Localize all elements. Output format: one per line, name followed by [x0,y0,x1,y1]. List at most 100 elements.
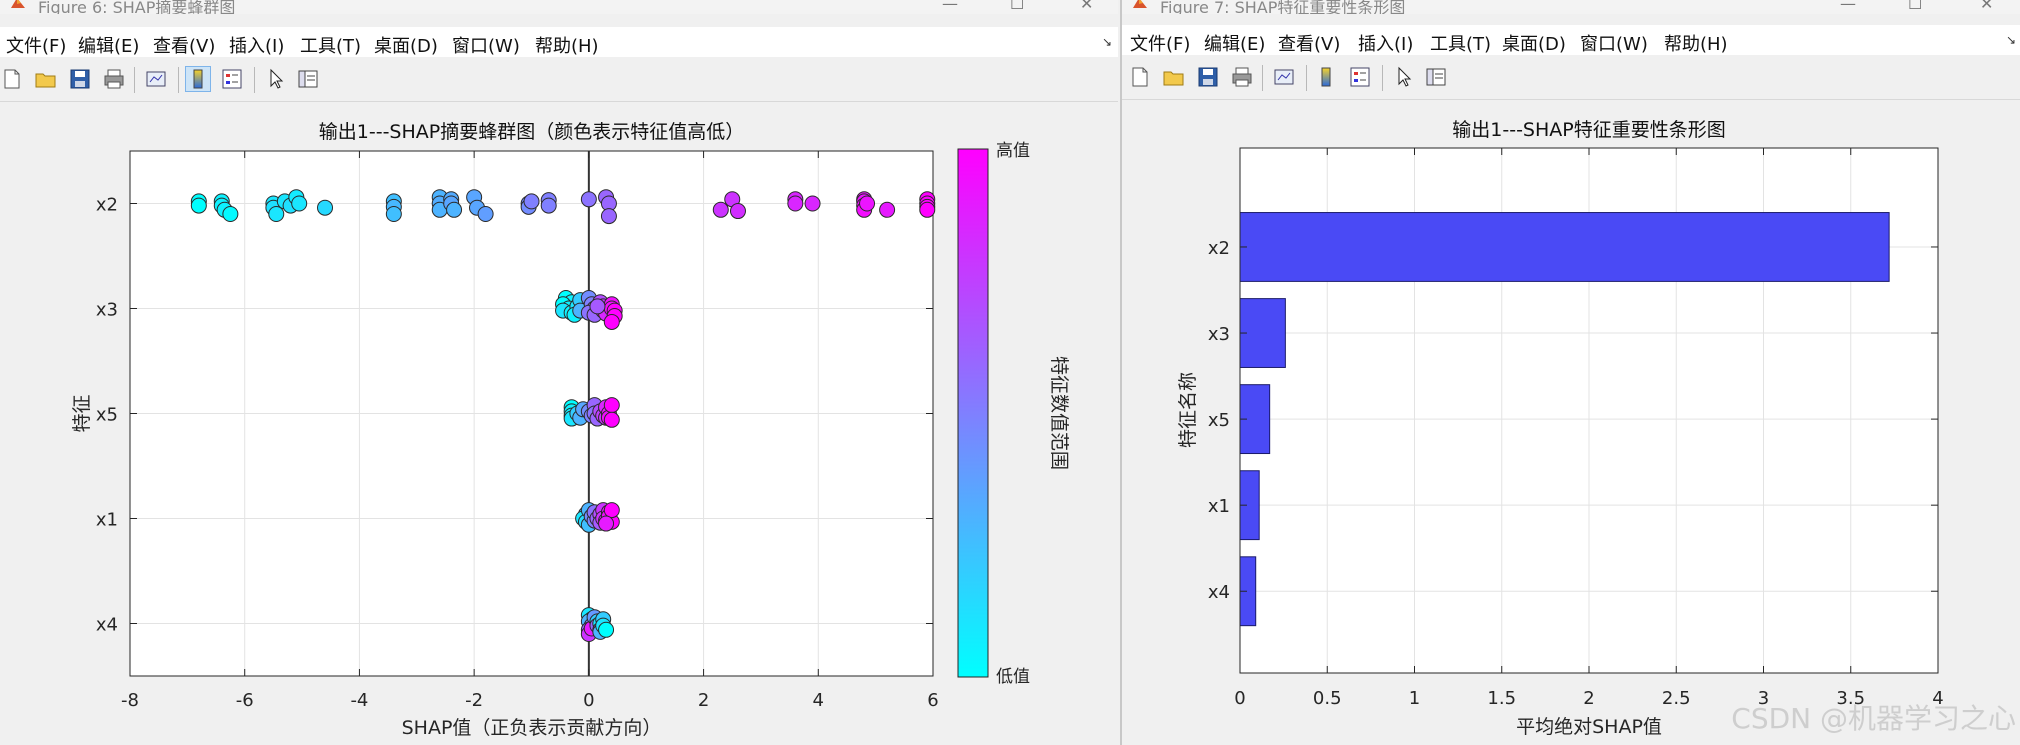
minimize-icon[interactable]: — [1840,0,1856,13]
edit-plot-icon[interactable] [1392,65,1416,89]
scatter-point [291,195,308,212]
x-tick-label: 0.5 [1313,688,1342,709]
save-icon[interactable] [1196,65,1220,89]
close-icon[interactable]: ✕ [1080,0,1094,13]
x-tick-label: -2 [465,690,483,711]
print-icon[interactable] [1230,65,1254,89]
x-tick-label: 1.5 [1487,688,1516,709]
new-figure-icon[interactable] [1128,65,1152,89]
scatter-point [859,195,876,212]
title-bar[interactable]: Figure 6: SHAP摘要蜂群图 — ☐ ✕ [0,0,1118,14]
menu-file[interactable]: 文件(F) [1130,34,1191,55]
title-bar[interactable]: Figure 7: SHAP特征重要性条形图 — ☐ ✕ [1122,0,2020,14]
colorbar-high-label: 高值 [996,141,1030,161]
colorbar [957,148,989,678]
x-tick-label: 6 [927,690,938,711]
menu-tools[interactable]: 工具(T) [300,36,362,57]
menu-insert[interactable]: 插入(I) [1358,34,1414,55]
figure-window-left: Figure 6: SHAP摘要蜂群图 — ☐ ✕ 文件(F) 编辑(E) 查看… [0,0,1118,745]
menu-view[interactable]: 查看(V) [1278,34,1341,55]
legend-icon[interactable] [220,67,244,91]
menu-desktop[interactable]: 桌面(D) [374,36,438,57]
matlab-logo-icon [11,0,25,8]
dock-arrow-icon[interactable]: ↘ [1101,35,1112,49]
maximize-icon[interactable]: ☐ [1010,0,1025,13]
menu-edit[interactable]: 编辑(E) [78,36,140,57]
link-plot-icon[interactable] [1272,65,1296,89]
open-file-icon[interactable] [34,67,58,91]
menu-tools[interactable]: 工具(T) [1430,34,1492,55]
menu-bar: 文件(F) 编辑(E) 查看(V) 插入(I) 工具(T) 桌面(D) 窗口(W… [1122,25,2020,55]
x-tick-label: -4 [350,690,368,711]
scatter-point [600,208,617,225]
y-tick-label: x4 [1208,582,1230,603]
x-tick-label: -8 [121,690,139,711]
menu-file[interactable]: 文件(F) [6,36,67,57]
scatter-point [879,201,896,218]
figure-toolbar [0,59,1118,102]
scatter-point [589,298,606,315]
window-title: Figure 6: SHAP摘要蜂群图 [38,0,236,14]
scatter-point [317,199,334,216]
x-tick-label: 3.5 [1836,688,1865,709]
close-icon[interactable]: ✕ [1980,0,1994,13]
colorbar-low-label: 低值 [996,667,1030,687]
scatter-point [598,515,615,532]
menu-help[interactable]: 帮助(H) [535,36,599,57]
x-tick-label: 2 [698,690,709,711]
save-icon[interactable] [68,67,92,91]
scatter-point [787,195,804,212]
print-icon[interactable] [102,67,126,91]
scatter-point [729,203,746,220]
scatter-point [523,193,540,210]
importance-bar-chart[interactable]: 0 0.5 1 1.5 2 2.5 3 3.5 4 x2 x3 x5 x1 x4 输出1---SHAP特征重… [1122,100,2020,745]
minimize-icon[interactable]: — [942,0,958,13]
toolbar-separator [178,67,179,93]
dock-arrow-icon[interactable]: ↘ [2005,33,2016,47]
y-tick-label: x2 [96,195,118,216]
matlab-logo-icon [1133,0,1147,8]
toolbar-separator [1306,65,1307,91]
menu-window[interactable]: 窗口(W) [452,36,520,57]
property-inspector-icon[interactable] [296,67,320,91]
edit-plot-icon[interactable] [264,67,288,91]
menu-window[interactable]: 窗口(W) [1580,34,1648,55]
scatter-point [712,201,729,218]
window-title: Figure 7: SHAP特征重要性条形图 [1160,0,1406,14]
scatter-point [603,313,620,330]
open-file-icon[interactable] [1162,65,1186,89]
menu-desktop[interactable]: 桌面(D) [1502,34,1566,55]
beeswarm-chart[interactable]: -8 -6 -4 -2 0 2 4 6 x2 x3 x5 x1 x4 输出1---SHAP摘要蜂群图（颜色… [0,103,1118,745]
chart-title: 输出1---SHAP特征重要性条形图 [1452,119,1725,141]
x-tick-label: 4 [1932,688,1943,709]
new-figure-icon[interactable] [0,67,24,91]
legend-icon[interactable] [1348,65,1372,89]
menu-help[interactable]: 帮助(H) [1664,34,1728,55]
watermark: CSDN @机器学习之心 [1731,702,2016,735]
menu-insert[interactable]: 插入(I) [229,36,285,57]
scatter-point [385,206,402,222]
toolbar-separator [254,67,255,93]
colorbar-icon[interactable] [185,66,211,92]
x-tick-label: -6 [236,690,254,711]
scatter-point [598,621,615,638]
menu-view[interactable]: 查看(V) [153,36,216,57]
property-inspector-icon[interactable] [1424,65,1448,89]
y-tick-label: x5 [96,405,118,426]
x-tick-label: 2 [1583,688,1594,709]
toolbar-separator [1262,65,1263,91]
link-plot-icon[interactable] [144,67,168,91]
figure-toolbar [1122,57,2020,100]
figure-window-right: Figure 7: SHAP特征重要性条形图 — ☐ ✕ 文件(F) 编辑(E)… [1120,0,2020,745]
scatter-point [603,502,620,519]
menu-edit[interactable]: 编辑(E) [1204,34,1266,55]
y-tick-label: x1 [96,510,118,531]
x-tick-label: 2.5 [1662,688,1691,709]
y-tick-label: x4 [96,615,118,636]
x-tick-label: 0 [583,690,594,711]
maximize-icon[interactable]: ☐ [1908,0,1923,13]
scatter-point [603,411,620,428]
scatter-point [446,201,463,218]
colorbar-icon[interactable] [1314,65,1338,89]
scatter-point [222,206,239,222]
